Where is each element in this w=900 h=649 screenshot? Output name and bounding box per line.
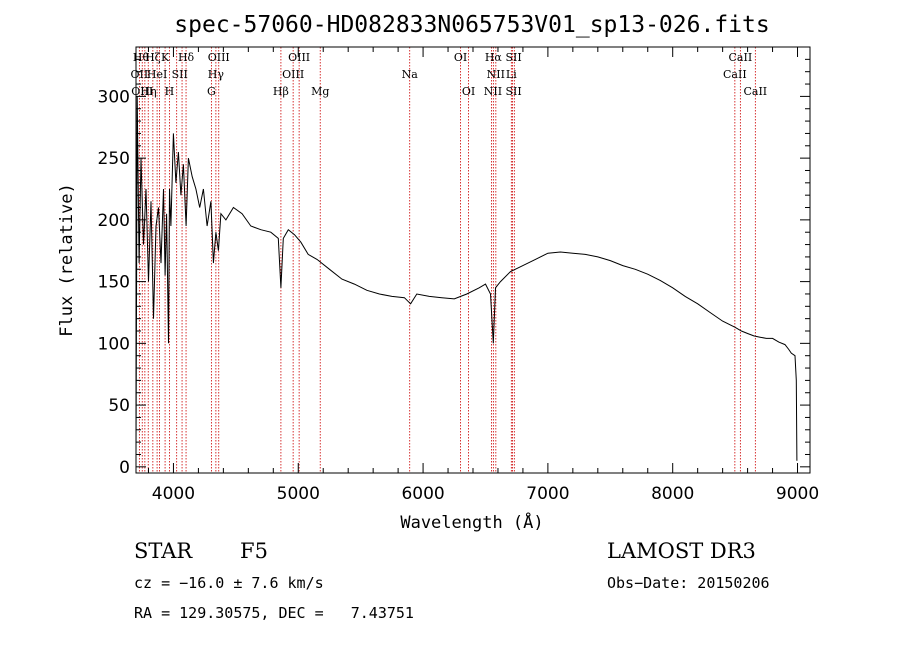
line-label-3: Hδ (178, 51, 195, 64)
line-label-1: Hζ (145, 51, 161, 64)
line-label-8: SII (505, 51, 521, 64)
line-label-11: HeI (147, 68, 167, 81)
x-tick-label-4: 8000 (651, 484, 694, 504)
line-label-27: SII (505, 85, 521, 98)
line-markers (138, 47, 756, 473)
y-tick-label-6: 300 (98, 87, 130, 107)
object-subclass: F5 (240, 539, 268, 563)
y-axis-label: Flux (relative) (57, 183, 77, 337)
survey-name: LAMOST DR3 (607, 539, 756, 563)
line-label-18: CaII (723, 68, 747, 81)
line-label-23: Hβ (273, 85, 289, 98)
plot-frame (135, 46, 811, 474)
line-label-20: Hη (140, 85, 156, 98)
line-label-0: Hθ (133, 51, 150, 64)
line-label-28: CaII (743, 85, 767, 98)
line-label-21: H (165, 85, 175, 98)
line-label-7: Hα (485, 51, 503, 64)
line-label-25: OI (462, 85, 475, 98)
line-label-10: OII (131, 68, 149, 81)
y-tick-label-5: 250 (98, 149, 130, 169)
line-label-26: NII (484, 85, 502, 98)
line-label-6: OI (454, 51, 467, 64)
line-label-15: Na (402, 68, 419, 81)
line-label-16: NII (487, 68, 505, 81)
line-label-13: Hγ (208, 68, 225, 81)
chart-title: spec-57060-HD082833N065753V01_sp13-026.f… (174, 12, 769, 38)
line-label-2: K (161, 51, 170, 64)
line-label-4: OIII (208, 51, 230, 64)
y-tick-label-3: 150 (98, 273, 130, 293)
x-tick-label-2: 6000 (401, 484, 444, 504)
line-label-12: SII (172, 68, 188, 81)
y-tick-label-1: 50 (108, 396, 130, 416)
axis-ticks: 4000 5000 6000 7000 8000 9000 0 50 100 150 200 250 3… (98, 47, 819, 504)
line-label-9: CaII (729, 51, 753, 64)
line-label-24: Mg (311, 85, 329, 98)
line-label-14: OIII (282, 68, 304, 81)
line-label-22: G (207, 85, 216, 98)
line-label-17: Li (506, 68, 517, 81)
x-tick-label-1: 5000 (277, 484, 320, 504)
x-axis-label: Wavelength (Å) (400, 511, 543, 533)
line-label-19: OIII (131, 85, 153, 98)
object-type: STAR (134, 539, 193, 563)
y-tick-label-2: 100 (98, 334, 130, 354)
cz-readout: cz = −16.0 ± 7.6 km/s (134, 574, 324, 592)
spectrum-line (135, 96, 798, 461)
y-tick-label-4: 200 (98, 211, 130, 231)
x-tick-label-0: 4000 (152, 484, 195, 504)
x-tick-label-3: 7000 (526, 484, 569, 504)
y-tick-label-0: 0 (119, 458, 130, 478)
line-label-5: OIII (288, 51, 310, 64)
obs-date: Obs−Date: 20150206 (607, 574, 770, 592)
x-tick-label-5: 9000 (776, 484, 819, 504)
ra-dec-readout: RA = 129.30575, DEC = 7.43751 (134, 604, 414, 622)
